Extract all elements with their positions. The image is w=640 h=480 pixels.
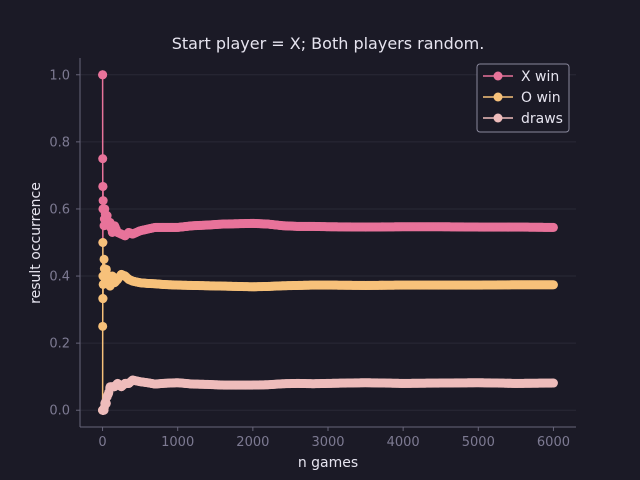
data-point-x-win — [98, 181, 108, 191]
legend-label-draws: draws — [521, 111, 563, 127]
data-point-o-win — [128, 276, 138, 286]
data-point-x-win — [102, 211, 112, 221]
y-tick-label: 1.0 — [49, 68, 70, 83]
x-tick-label: 5000 — [462, 435, 495, 450]
data-point-o-win — [98, 294, 108, 304]
y-tick-label: 0.0 — [49, 404, 70, 419]
data-point-x-win — [128, 229, 138, 239]
series-draws — [98, 375, 558, 415]
x-tick-label: 1000 — [161, 435, 194, 450]
x-tick-label: 4000 — [387, 435, 420, 450]
data-point-o-win — [99, 254, 109, 264]
data-point-x-win — [548, 222, 558, 232]
data-point-draws — [128, 375, 138, 385]
legend-label-x-win: X win — [521, 69, 559, 85]
series-o-win — [98, 238, 558, 415]
data-point-draws — [104, 388, 114, 398]
x-tick-label: 0 — [98, 435, 106, 450]
y-tick-label: 0.2 — [49, 337, 70, 352]
y-tick-label: 0.6 — [49, 202, 70, 217]
series-x-win — [98, 70, 558, 247]
data-point-x-win — [110, 221, 120, 231]
y-tick-label: 0.8 — [49, 135, 70, 150]
plot-area — [98, 70, 558, 415]
data-point-draws — [101, 399, 111, 409]
y-axis-label: result occurrence — [28, 182, 44, 304]
x-tick-label: 6000 — [537, 435, 570, 450]
data-point-x-win — [98, 70, 108, 80]
data-point-draws — [548, 378, 558, 388]
legend-marker-o-win — [493, 92, 503, 102]
legend-marker-draws — [493, 113, 503, 123]
data-point-x-win — [98, 154, 108, 164]
chart-title: Start player = X; Both players random. — [172, 34, 485, 53]
legend-entry-o-win: O win — [483, 90, 561, 106]
data-point-o-win — [98, 321, 108, 331]
x-tick-label: 3000 — [311, 435, 344, 450]
y-tick-label: 0.4 — [49, 270, 70, 285]
legend-entry-draws: draws — [483, 111, 563, 127]
ticks: 0.0 0.2 0.4 0.6 0.8 1.0 0 1000 2000 3000 4000 5000 6… — [49, 68, 570, 450]
legend-marker-x-win — [493, 71, 503, 81]
legend-label-o-win: O win — [521, 90, 561, 106]
data-point-o-win — [98, 238, 108, 247]
data-point-x-win — [98, 196, 108, 206]
data-point-o-win — [548, 280, 558, 290]
legend-entry-x-win: X win — [483, 69, 559, 85]
x-tick-label: 2000 — [236, 435, 269, 450]
legend: X win O win draws — [476, 63, 570, 133]
x-axis-label: n games — [298, 455, 358, 471]
